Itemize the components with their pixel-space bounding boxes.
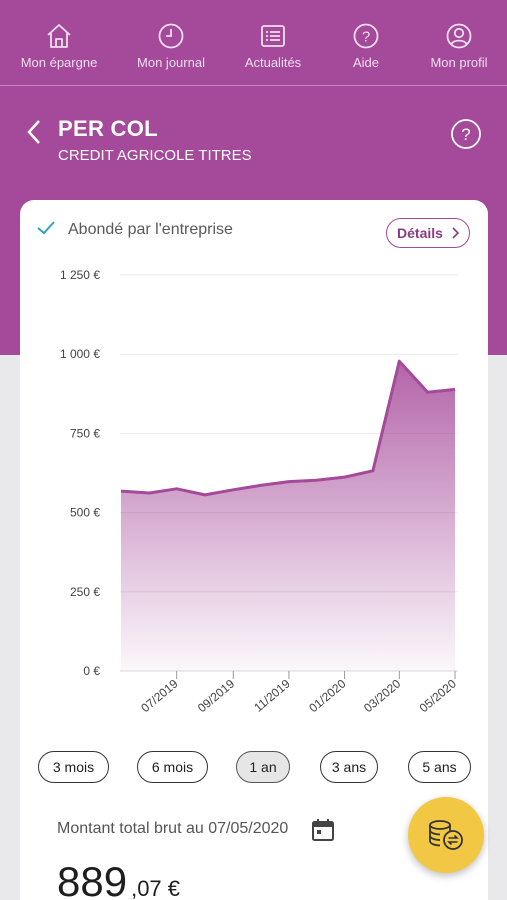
details-button[interactable]: Détails xyxy=(386,218,470,248)
coins-exchange-icon xyxy=(429,820,463,850)
page-title: PER COL xyxy=(58,116,158,141)
x-tick-label: 09/2019 xyxy=(195,676,237,715)
range-button[interactable]: 3 ans xyxy=(320,751,378,783)
svg-text:?: ? xyxy=(461,125,470,144)
help-circle-icon: ? xyxy=(353,23,379,49)
invest-fab-button[interactable] xyxy=(408,797,484,873)
help-circle-icon: ? xyxy=(451,119,481,149)
range-button[interactable]: 1 an xyxy=(236,751,290,783)
home-icon xyxy=(47,24,71,48)
x-tick-label: 05/2020 xyxy=(417,676,459,715)
nav-aide[interactable]: ? Aide xyxy=(316,22,416,70)
range-button[interactable]: 6 mois xyxy=(137,751,208,783)
top-navigation: Mon épargne Mon journal Actualités ? Aid… xyxy=(0,0,507,86)
amount-decimal: ,07 € xyxy=(131,876,181,900)
x-tick-label: 07/2019 xyxy=(138,676,180,715)
x-tick-label: 03/2020 xyxy=(361,676,403,715)
y-tick-label: 250 € xyxy=(70,585,100,599)
nav-label: Actualités xyxy=(244,55,302,70)
clock-icon xyxy=(158,23,184,49)
nav-label: Aide xyxy=(352,55,380,70)
svg-text:?: ? xyxy=(362,29,370,46)
nav-label: Mon profil xyxy=(430,55,488,70)
series-line xyxy=(120,359,456,497)
total-amount: 889,07 € xyxy=(57,858,180,900)
abonde-label: Abondé par l'entreprise xyxy=(68,221,233,238)
details-label: Détails xyxy=(397,225,443,241)
nav-mon-epargne[interactable]: Mon épargne xyxy=(9,22,109,70)
area-fill xyxy=(121,361,455,671)
calendar-icon[interactable] xyxy=(311,818,335,847)
check-icon xyxy=(36,220,56,241)
page-subtitle: CREDIT AGRICOLE TITRES xyxy=(58,147,252,164)
nav-mon-journal[interactable]: Mon journal xyxy=(121,22,221,70)
y-tick-label: 1 250 € xyxy=(60,268,100,282)
y-tick-label: 500 € xyxy=(70,506,100,520)
nav-label: Mon journal xyxy=(137,55,205,70)
x-tick-label: 01/2020 xyxy=(306,676,348,715)
range-button[interactable]: 3 mois xyxy=(38,751,109,783)
nav-actualites[interactable]: Actualités xyxy=(223,22,323,70)
y-tick-label: 0 € xyxy=(83,664,100,678)
chevron-left-icon xyxy=(27,120,40,144)
back-button[interactable] xyxy=(24,118,44,151)
y-tick-label: 750 € xyxy=(70,426,100,440)
amount-integer: 889 xyxy=(57,858,128,900)
range-button[interactable]: 5 ans xyxy=(408,751,471,783)
x-tick-label: 11/2019 xyxy=(251,676,293,714)
nav-mon-profil[interactable]: Mon profil xyxy=(409,22,507,70)
y-tick-label: 1 000 € xyxy=(60,347,100,361)
chevron-right-icon xyxy=(452,227,459,239)
nav-label: Mon épargne xyxy=(20,55,98,70)
help-button[interactable]: ? xyxy=(450,118,482,155)
news-list-icon xyxy=(261,25,285,47)
user-icon xyxy=(446,23,472,49)
total-label: Montant total brut au 07/05/2020 xyxy=(57,820,289,837)
